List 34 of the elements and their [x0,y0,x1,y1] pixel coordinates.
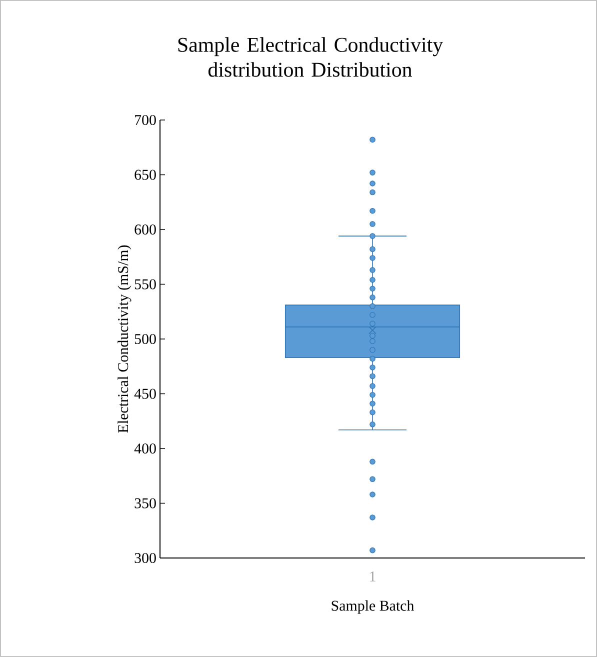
point [370,276,376,283]
y-tick-label: 300 [134,552,156,564]
point [370,338,376,344]
x-tick-label: 1 [370,572,376,582]
y-tick-label: 550 [134,279,156,290]
point [370,246,376,252]
y-tick-label: 350 [134,498,156,508]
y-tick-label: 650 [134,170,156,180]
point [370,303,376,310]
point [370,320,376,327]
point [370,294,376,300]
point [370,422,376,428]
point [370,373,376,380]
point [370,383,376,389]
point [370,255,376,261]
y-tick-label: 500 [134,334,156,344]
y-axis-title: Electrical Conductivity (mS/m) [118,245,132,433]
point [370,400,376,407]
point [370,312,376,318]
point [370,392,376,398]
chart-title: Sample Electrical Conductivity distribution Distribution [178,37,444,77]
point [370,286,376,292]
point [370,364,376,370]
point [370,267,376,273]
y-tick-label: 700 [135,114,156,126]
x-axis-title: Sample Batch [332,600,414,614]
point [370,356,376,362]
y-tick-label: 450 [134,388,156,399]
y-tick-label: 400 [134,443,156,454]
y-tick-label: 600 [134,224,156,235]
point [370,409,376,416]
point [370,347,376,353]
point [370,233,376,239]
point [370,332,376,339]
